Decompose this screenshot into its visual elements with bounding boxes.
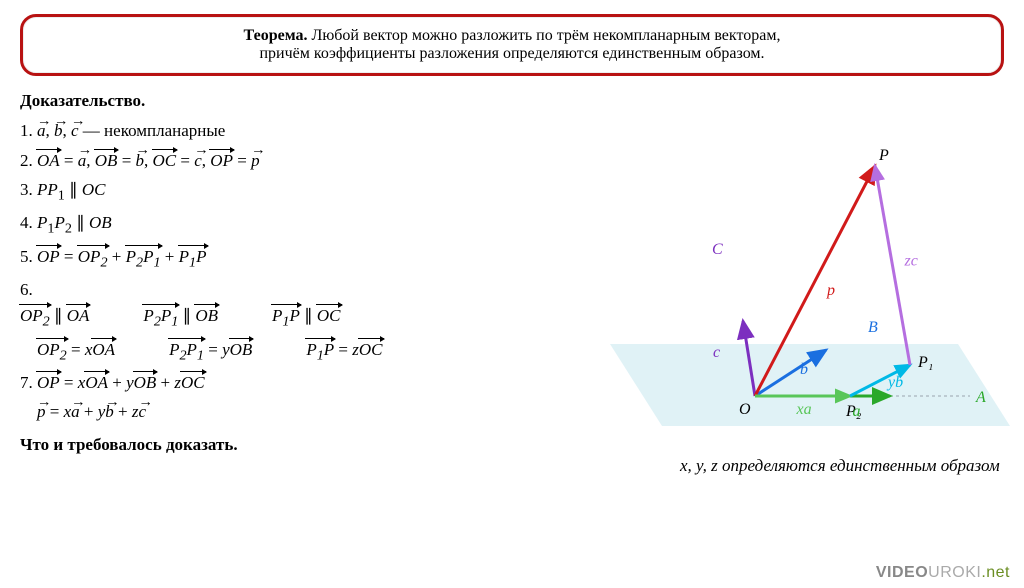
theorem-label: Теорема. xyxy=(244,27,308,44)
proof-line-3: 3. PP1 ∥ OC xyxy=(20,177,580,207)
proof-title: Доказательство. xyxy=(20,88,580,114)
vector-diagram: OABCPP₁P₂a⃗b⃗c⃗p⃗xa⃗yb⃗zc⃗ x, y, z опред… xyxy=(580,86,1020,471)
uniqueness-note: x, y, z определяются единственным образо… xyxy=(680,456,1000,476)
proof-line-6a: 6. OP2 ∥ OA P2P1 ∥ OB P1P ∥ OC xyxy=(20,277,580,334)
proof-line-4: 4. P1P2 ∥ OB xyxy=(20,210,580,240)
proof-line-2: 2. OA = a, OB = b, OC = c, OP = p xyxy=(20,148,580,174)
svg-text:O: O xyxy=(739,401,751,418)
theorem-line1: Любой вектор можно разложить по трём нек… xyxy=(311,27,780,44)
svg-text:P₁: P₁ xyxy=(917,354,933,371)
proof-line-6b: OP2 = xOA P2P1 = yOB P1P = zOC xyxy=(37,337,580,367)
svg-text:P: P xyxy=(878,147,889,164)
svg-text:C: C xyxy=(712,241,723,258)
proof-line-7b: p = xa + yb + zc xyxy=(37,399,580,425)
theorem-line2: причём коэффициенты разложения определяю… xyxy=(259,45,764,62)
theorem-box: Теорема. Любой вектор можно разложить по… xyxy=(20,14,1004,76)
proof-block: Доказательство. 1. a, b, c — некомпланар… xyxy=(20,86,580,471)
svg-text:A: A xyxy=(975,389,986,406)
proof-line-7: 7. OP = xOA + yOB + zOC xyxy=(20,370,580,396)
svg-text:zc⃗: zc⃗ xyxy=(904,253,931,270)
svg-text:xa⃗: xa⃗ xyxy=(796,401,825,418)
proof-line-1: 1. a, b, c — некомпланарные xyxy=(20,118,580,144)
svg-text:a⃗: a⃗ xyxy=(853,403,873,420)
svg-text:b⃗: b⃗ xyxy=(800,361,820,378)
svg-text:c⃗: c⃗ xyxy=(713,344,733,361)
svg-text:yb⃗: yb⃗ xyxy=(886,374,916,391)
watermark: VIDEOUROKI.net xyxy=(876,564,1010,582)
proof-line-5: 5. OP = OP2 + P2P1 + P1P xyxy=(20,244,580,274)
proof-qed: Что и требовалось доказать. xyxy=(20,432,580,458)
svg-text:p⃗: p⃗ xyxy=(826,282,847,299)
svg-text:B: B xyxy=(868,319,878,336)
